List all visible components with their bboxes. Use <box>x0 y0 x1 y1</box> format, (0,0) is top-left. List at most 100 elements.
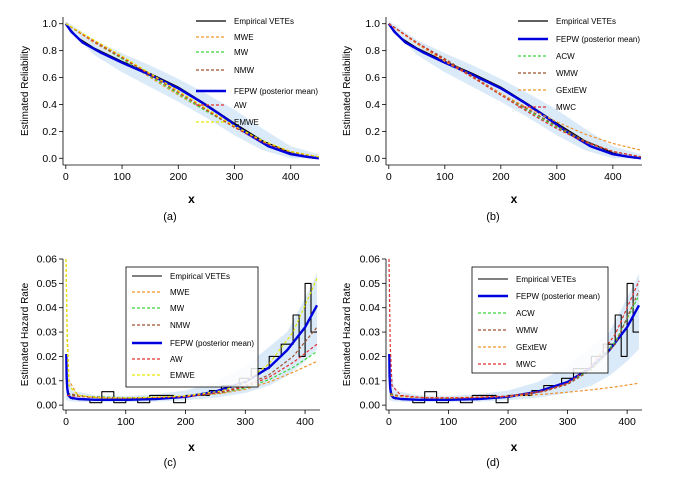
x-tick-label: 200 <box>170 171 188 183</box>
x-tick-label: 300 <box>559 416 577 428</box>
y-axis-label: Estimated Reliability <box>342 46 353 136</box>
legend-label: Empirical VETEs <box>556 17 616 26</box>
x-tick-label: 200 <box>499 416 517 428</box>
legend: Empirical VETEs MWE MW NMW FEPW (posterior m… <box>125 266 259 388</box>
x-tick-label: 300 <box>548 171 566 183</box>
x-tick-label: 200 <box>492 171 510 183</box>
y-tick-label: 1.0 <box>365 18 380 30</box>
x-tick-label: 100 <box>440 416 458 428</box>
y-tick-label: 0.02 <box>37 351 58 363</box>
panel-caption: (c) <box>164 457 177 469</box>
series-line-emwe <box>65 259 318 399</box>
y-tick-label: 0.4 <box>42 99 57 111</box>
x-axis-label: x <box>188 192 195 206</box>
y-tick-label: 0.6 <box>42 72 57 84</box>
y-tick-label: 0.06 <box>37 254 58 266</box>
series-line-fepw-posterior-mean- <box>64 23 320 160</box>
legend-label: Empirical VETEs <box>516 275 576 284</box>
x-axis-label: x <box>188 440 195 454</box>
y-tick-label: 0.0 <box>42 153 57 165</box>
y-tick-label: 0.00 <box>360 400 381 412</box>
series-group <box>387 23 642 160</box>
legend-label: MWE <box>170 288 190 297</box>
panel-2: 0 100 200 300 400 0.0 0.2 0.4 0.6 0.8 1.0 x Estimate… <box>342 17 642 223</box>
x-tick-label: 0 <box>386 416 392 428</box>
legend-label: AW <box>234 101 247 110</box>
credible-band <box>65 21 319 159</box>
x-tick-label: 300 <box>237 416 255 428</box>
y-axis-label: Estimated Reliability <box>20 46 31 136</box>
y-tick-label: 0.00 <box>37 400 58 412</box>
y-tick-label: 1.0 <box>42 18 57 30</box>
panel-1: 0 100 200 300 400 0.0 0.2 0.4 0.6 0.8 1.0 x Estimate… <box>20 17 320 223</box>
legend-label: MW <box>234 48 249 57</box>
y-tick-label: 0.04 <box>360 302 381 314</box>
legend-label: AW <box>170 355 183 364</box>
legend: Empirical VETEs FEPW (posterior mean) ACW W… <box>471 266 609 374</box>
y-tick-label: 0.2 <box>365 126 380 138</box>
y-tick-label: 0.02 <box>360 351 381 363</box>
legend-label: ACW <box>556 52 575 61</box>
legend: Empirical VETEs MWE MW NMW FEPW (posterior m… <box>196 17 318 127</box>
x-tick-label: 200 <box>177 416 195 428</box>
legend-label: MW <box>170 304 185 313</box>
x-tick-label: 100 <box>117 416 135 428</box>
series-line-aw <box>67 343 318 399</box>
y-tick-label: 0.01 <box>360 375 381 387</box>
y-tick-label: 0.2 <box>42 126 57 138</box>
legend-label: EMWE <box>170 371 195 380</box>
legend-label: FEPW (posterior mean) <box>234 87 318 96</box>
y-tick-label: 0.04 <box>37 302 58 314</box>
legend-label: FEPW (posterior mean) <box>556 35 640 44</box>
x-axis-label: x <box>511 192 518 206</box>
x-tick-label: 100 <box>436 171 454 183</box>
legend-label: GExtEW <box>556 86 587 95</box>
panel-4: 0 100 200 300 400 0.00 0.01 0.02 0.03 0.04 0.05 0.0… <box>342 254 642 469</box>
legend-label: FEPW (posterior mean) <box>170 339 254 348</box>
y-tick-label: 0.4 <box>365 99 380 111</box>
legend: Empirical VETEs FEPW (posterior mean) ACW W… <box>518 17 640 112</box>
y-tick-label: 0.03 <box>360 327 381 339</box>
x-tick-label: 400 <box>296 416 314 428</box>
panel-caption: (a) <box>163 211 176 223</box>
series-line-gextew <box>388 23 642 151</box>
x-tick-label: 0 <box>63 416 69 428</box>
legend-label: WMW <box>556 69 578 78</box>
x-tick-label: 0 <box>63 171 69 183</box>
legend-box <box>471 266 609 374</box>
legend-label: NMW <box>170 321 190 330</box>
legend-label: Empirical VETEs <box>234 17 294 26</box>
x-tick-label: 400 <box>618 416 636 428</box>
y-tick-label: 0.6 <box>365 72 380 84</box>
y-tick-label: 0.03 <box>37 327 58 339</box>
series-line-gextew <box>390 382 640 399</box>
y-tick-label: 0.06 <box>360 254 381 266</box>
y-tick-label: 0.01 <box>37 375 58 387</box>
legend-label: WMW <box>516 326 538 335</box>
legend-box <box>125 266 259 388</box>
panel-caption: (d) <box>486 457 499 469</box>
legend-label: FEPW (posterior mean) <box>516 292 600 301</box>
x-tick-label: 0 <box>386 171 392 183</box>
x-tick-label: 300 <box>226 171 244 183</box>
y-tick-label: 0.05 <box>37 278 58 290</box>
x-tick-label: 400 <box>604 171 622 183</box>
y-axis-label: Estimated Hazard Rate <box>20 282 31 386</box>
y-tick-label: 0.05 <box>360 278 381 290</box>
y-tick-label: 0.0 <box>365 153 380 165</box>
x-axis-label: x <box>511 440 518 454</box>
series-line-fepw-posterior-mean- <box>387 23 642 160</box>
y-tick-label: 0.8 <box>42 45 57 57</box>
series-line-mwc <box>388 23 642 158</box>
legend-label: Empirical VETEs <box>170 272 230 281</box>
legend-label: ACW <box>516 309 535 318</box>
panel-3: 0 100 200 300 400 0.00 0.01 0.02 0.03 0.04 0.05 0.0… <box>20 254 320 469</box>
legend-label: MWE <box>234 33 254 42</box>
x-tick-label: 100 <box>113 171 131 183</box>
series-group <box>64 23 320 160</box>
series-line-emwe <box>65 23 320 158</box>
credible-band <box>388 21 641 159</box>
legend-label: MWC <box>516 360 536 369</box>
panel-caption: (b) <box>486 211 499 223</box>
